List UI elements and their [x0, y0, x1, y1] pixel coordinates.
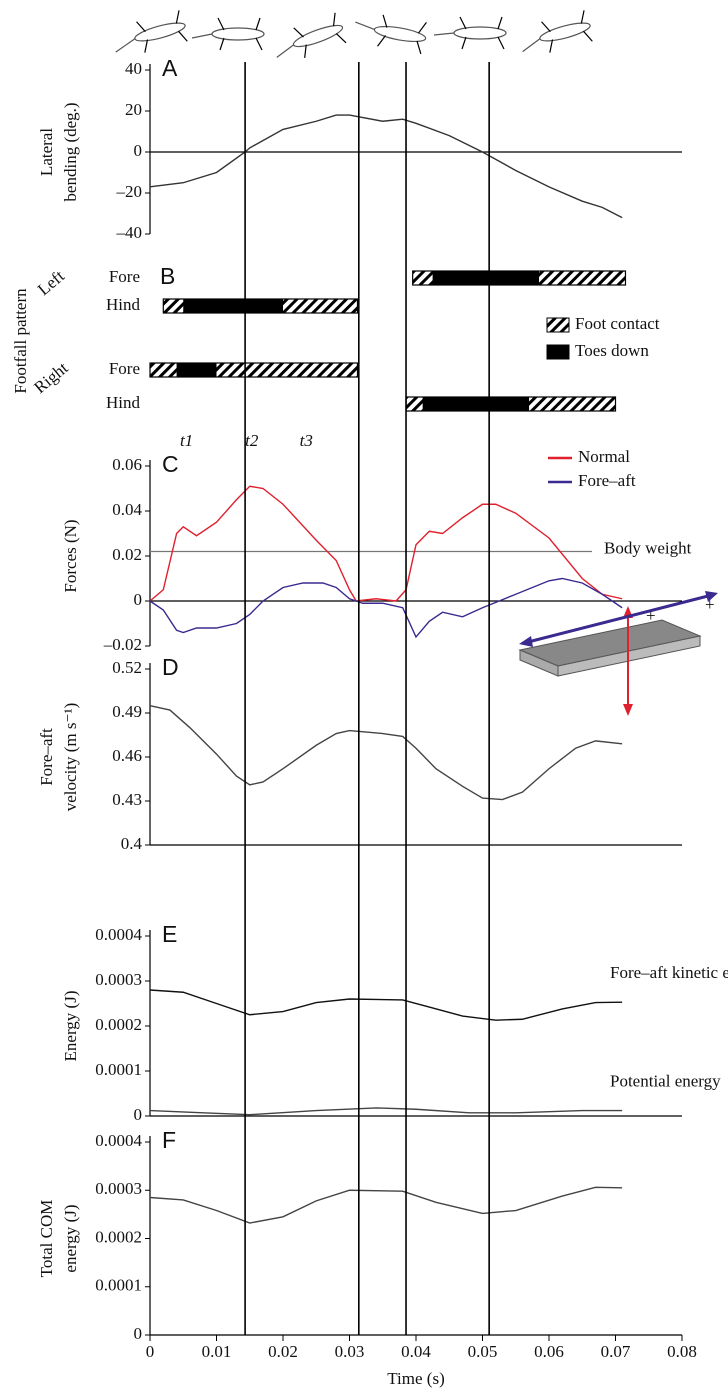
panel-label: B: [160, 263, 175, 289]
legend-label: Fore–aft: [578, 471, 636, 490]
y-axis-label: velocity (m s⁻¹): [61, 703, 80, 812]
time-label: t3: [300, 431, 313, 450]
x-tick-label: 0.02: [268, 1342, 298, 1361]
toes-down-bar: [432, 271, 540, 285]
y-axis-label: Fore–aft: [37, 728, 56, 786]
y-tick-label: 0.02: [112, 545, 142, 564]
data-line: [149, 704, 623, 801]
data-line: [149, 577, 623, 639]
y-tick-label: 40: [125, 59, 142, 78]
y-axis-label: Total COM: [37, 1200, 56, 1278]
y-tick-label: 0: [134, 590, 143, 609]
x-axis-label: Time (s): [387, 1369, 444, 1388]
lizard-icons: [115, 10, 593, 58]
row-label: Fore: [109, 359, 140, 378]
y-tick-label: 0.0004: [95, 1131, 142, 1150]
y-tick-label: 0.0003: [95, 1179, 142, 1198]
legend-swatch: [546, 317, 570, 333]
y-tick-label: 0: [134, 1105, 143, 1124]
toes-down-bar: [183, 299, 283, 313]
y-tick-label: 0: [134, 1324, 143, 1343]
toes-down-bar: [176, 363, 217, 377]
y-tick-label: 0.0002: [95, 1015, 142, 1034]
legend-label: Foot contact: [575, 314, 660, 333]
legend-label: Normal: [578, 447, 630, 466]
y-tick-label: 0.43: [112, 790, 142, 809]
y-axis-label: Forces (N): [61, 519, 80, 592]
force-inset: [518, 591, 718, 716]
x-tick-label: 0.07: [601, 1342, 631, 1361]
y-tick-label: 20: [125, 100, 142, 119]
y-axis-label: energy (J): [61, 1204, 80, 1272]
row-label: Fore: [109, 267, 140, 286]
panel-label: F: [162, 1127, 176, 1153]
y-axis-label: bending (deg.): [61, 102, 80, 201]
row-label: Hind: [106, 393, 141, 412]
y-tick-label: –0.02: [103, 635, 142, 654]
data-line: [149, 989, 623, 1021]
series-label: Potential energy: [610, 1072, 721, 1091]
data-line: [149, 1186, 623, 1224]
row-label: Hind: [106, 295, 141, 314]
toes-down-bar: [422, 397, 530, 411]
time-label: t2: [245, 431, 259, 450]
y-tick-label: 0.46: [112, 746, 142, 765]
y-tick-label: 0.0001: [95, 1276, 142, 1295]
y-tick-label: 0.52: [112, 658, 142, 677]
y-tick-label: –40: [116, 223, 143, 242]
x-tick-label: 0.04: [401, 1342, 431, 1361]
y-tick-label: 0: [134, 141, 143, 160]
y-axis-label: Energy (J): [61, 991, 80, 1062]
x-tick-label: 0.05: [468, 1342, 498, 1361]
panel-label: C: [162, 451, 179, 477]
series-label: Fore–aft kinetic energy: [610, 963, 728, 982]
data-line: [149, 485, 623, 602]
y-tick-label: 0.0004: [95, 925, 142, 944]
panel-label: A: [162, 55, 178, 81]
y-tick-label: 0.0002: [95, 1227, 142, 1246]
legend-label: Toes down: [575, 341, 649, 360]
body-weight-label: Body weight: [604, 538, 692, 557]
y-tick-label: 0.4: [121, 834, 143, 853]
y-tick-label: 0.04: [112, 500, 142, 519]
data-line: [149, 114, 623, 219]
y-axis-label: Lateral: [37, 128, 56, 176]
x-tick-label: 0: [146, 1342, 155, 1361]
x-tick-label: 0.08: [667, 1342, 697, 1361]
y-tick-label: 0.06: [112, 455, 142, 474]
inset-plus: +: [705, 595, 715, 614]
legend-swatch: [546, 344, 570, 360]
x-tick-label: 0.03: [335, 1342, 365, 1361]
x-tick-label: 0.06: [534, 1342, 564, 1361]
group-label: Right: [30, 358, 71, 397]
data-line: [149, 1107, 623, 1116]
y-tick-label: 0.0003: [95, 970, 142, 989]
y-axis-label: Footfall pattern: [11, 288, 30, 394]
y-tick-label: 0.49: [112, 702, 142, 721]
panel-label: D: [162, 654, 179, 680]
inset-plus: +: [646, 606, 656, 625]
x-tick-label: 0.01: [202, 1342, 232, 1361]
time-label: t1: [180, 431, 193, 450]
y-tick-label: –20: [116, 182, 143, 201]
y-tick-label: 0.0001: [95, 1060, 142, 1079]
group-label: Left: [34, 266, 68, 299]
panel-label: E: [162, 921, 177, 947]
